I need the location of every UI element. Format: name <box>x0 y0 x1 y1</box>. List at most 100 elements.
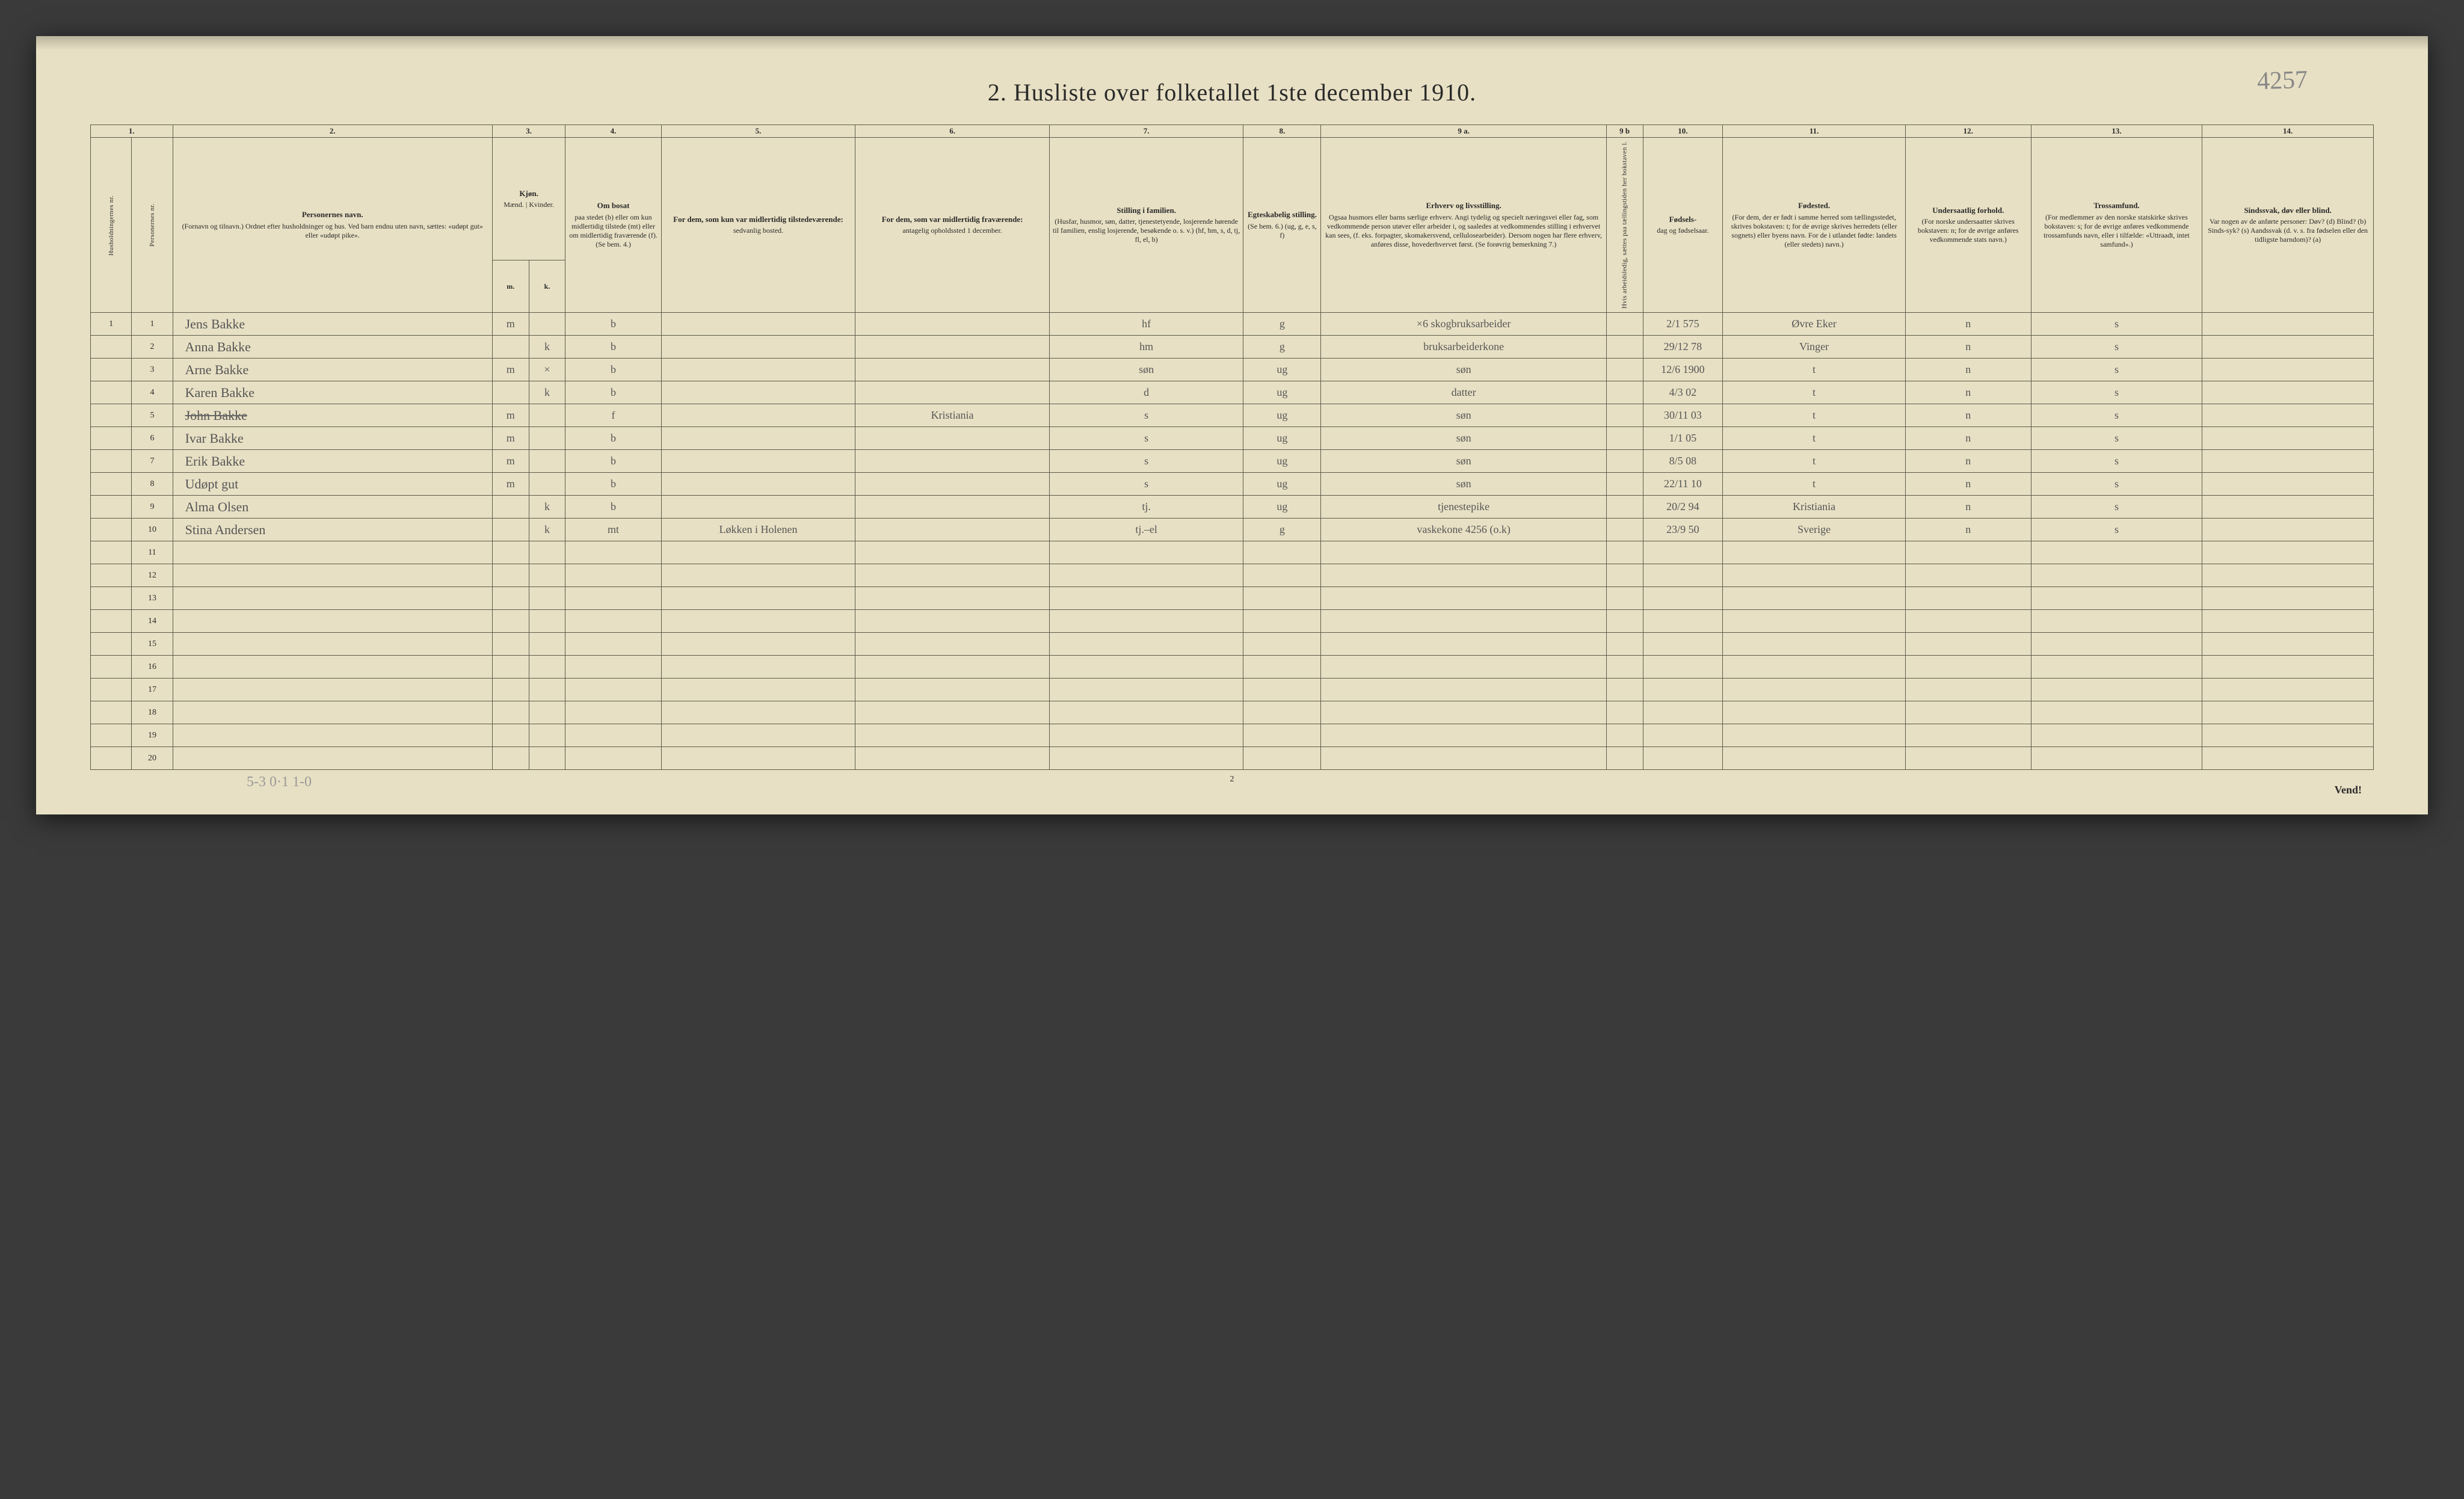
hdr-title: Sindssvak, døv eller blind. <box>2205 206 2371 215</box>
cell-residence <box>565 701 661 724</box>
cell-birthdate <box>1643 656 1723 679</box>
cell-sex-k <box>529 541 565 564</box>
table-row: 19 <box>91 724 2374 747</box>
hdr-title: For dem, som kun var midlertidig tilsted… <box>664 215 853 224</box>
cell-residence: b <box>565 359 661 381</box>
cell-marital <box>1243 701 1321 724</box>
cell-household-no <box>91 701 132 724</box>
cell-whereabouts <box>855 427 1050 450</box>
cell-usual-residence <box>661 496 855 519</box>
cell-marital <box>1243 587 1321 610</box>
cell-occupation: datter <box>1321 381 1606 404</box>
footer-pencil-note: 5-3 0·1 1-0 <box>247 774 312 790</box>
cell-name <box>173 679 492 701</box>
cell-occupation <box>1321 587 1606 610</box>
census-form-paper: 4257 2. Husliste over folketallet 1ste d… <box>36 36 2428 814</box>
column-number-row: 1. 2. 3. 4. 5. 6. 7. 8. 9 a. 9 b 10. 11.… <box>91 125 2374 138</box>
cell-disability <box>2202 450 2374 473</box>
cell-unemployed <box>1606 633 1643 656</box>
cell-religion <box>2031 564 2202 587</box>
cell-unemployed <box>1606 450 1643 473</box>
colnum: 2. <box>173 125 492 138</box>
cell-occupation <box>1321 564 1606 587</box>
table-row: 10Stina AndersenkmtLøkken i Holenentj.–e… <box>91 519 2374 541</box>
table-row: 11Jens Bakkembhfg×6 skogbruksarbeider2/1… <box>91 313 2374 336</box>
cell-birthdate <box>1643 587 1723 610</box>
cell-person-no: 6 <box>132 427 173 450</box>
cell-unemployed <box>1606 381 1643 404</box>
cell-birthdate: 4/3 02 <box>1643 381 1723 404</box>
cell-disability <box>2202 679 2374 701</box>
hdr-title: Undersaatlig forhold. <box>1908 206 2028 215</box>
cell-disability <box>2202 313 2374 336</box>
cell-name: Erik Bakke <box>173 450 492 473</box>
cell-birthplace: t <box>1723 473 1906 496</box>
cell-household-no <box>91 587 132 610</box>
cell-birthplace <box>1723 587 1906 610</box>
cell-sex-k: k <box>529 336 565 359</box>
pencil-annotation: 4257 <box>2256 66 2308 96</box>
hdr-title: Kjøn. <box>495 189 562 199</box>
hdr-title: Personernes navn. <box>176 210 490 220</box>
cell-usual-residence <box>661 564 855 587</box>
cell-religion <box>2031 587 2202 610</box>
cell-disability <box>2202 656 2374 679</box>
cell-birthdate <box>1643 610 1723 633</box>
cell-birthdate <box>1643 541 1723 564</box>
colnum: 10. <box>1643 125 1723 138</box>
hdr-body: (Husfar, husmor, søn, datter, tjenestety… <box>1053 217 1240 244</box>
cell-name <box>173 541 492 564</box>
cell-birthdate: 22/11 10 <box>1643 473 1723 496</box>
cell-marital <box>1243 633 1321 656</box>
hdr-title: Fødested. <box>1725 201 1903 211</box>
cell-person-no: 2 <box>132 336 173 359</box>
cell-residence <box>565 610 661 633</box>
cell-usual-residence <box>661 313 855 336</box>
cell-person-no: 8 <box>132 473 173 496</box>
cell-unemployed <box>1606 427 1643 450</box>
cell-disability <box>2202 336 2374 359</box>
cell-whereabouts <box>855 679 1050 701</box>
cell-name <box>173 610 492 633</box>
cell-unemployed <box>1606 587 1643 610</box>
cell-name <box>173 656 492 679</box>
cell-birthplace: t <box>1723 450 1906 473</box>
cell-marital: g <box>1243 336 1321 359</box>
cell-religion <box>2031 679 2202 701</box>
cell-whereabouts <box>855 359 1050 381</box>
cell-religion: s <box>2031 359 2202 381</box>
cell-person-no: 17 <box>132 679 173 701</box>
cell-household-no: 1 <box>91 313 132 336</box>
hdr-title: For dem, som var midlertidig fraværende: <box>858 215 1047 224</box>
page-number: 2 <box>90 775 2374 784</box>
cell-religion <box>2031 701 2202 724</box>
colnum: 12. <box>1905 125 2031 138</box>
cell-occupation: søn <box>1321 359 1606 381</box>
colnum: 3. <box>492 125 565 138</box>
hdr-body: Mænd. | Kvinder. <box>504 200 554 209</box>
hdr-body: dag og fødselsaar. <box>1657 226 1708 235</box>
cell-household-no <box>91 381 132 404</box>
cell-person-no: 7 <box>132 450 173 473</box>
cell-household-no <box>91 359 132 381</box>
cell-family-pos: tj.–el <box>1049 519 1243 541</box>
cell-name: Stina Andersen <box>173 519 492 541</box>
cell-household-no <box>91 564 132 587</box>
cell-nationality <box>1905 701 2031 724</box>
colnum: 4. <box>565 125 661 138</box>
cell-occupation <box>1321 633 1606 656</box>
cell-birthplace <box>1723 564 1906 587</box>
cell-person-no: 12 <box>132 564 173 587</box>
colnum: 6. <box>855 125 1050 138</box>
hdr-birthdate: Fødsels- dag og fødselsaar. <box>1643 138 1723 313</box>
form-title: 2. Husliste over folketallet 1ste decemb… <box>90 78 2374 106</box>
cell-nationality <box>1905 679 2031 701</box>
cell-marital: g <box>1243 313 1321 336</box>
cell-whereabouts: Kristiania <box>855 404 1050 427</box>
cell-whereabouts <box>855 633 1050 656</box>
cell-nationality: n <box>1905 519 2031 541</box>
cell-family-pos <box>1049 701 1243 724</box>
hdr-marital: Egteskabelig stilling. (Se bem. 6.) (ug,… <box>1243 138 1321 313</box>
cell-household-no <box>91 496 132 519</box>
cell-birthdate: 23/9 50 <box>1643 519 1723 541</box>
